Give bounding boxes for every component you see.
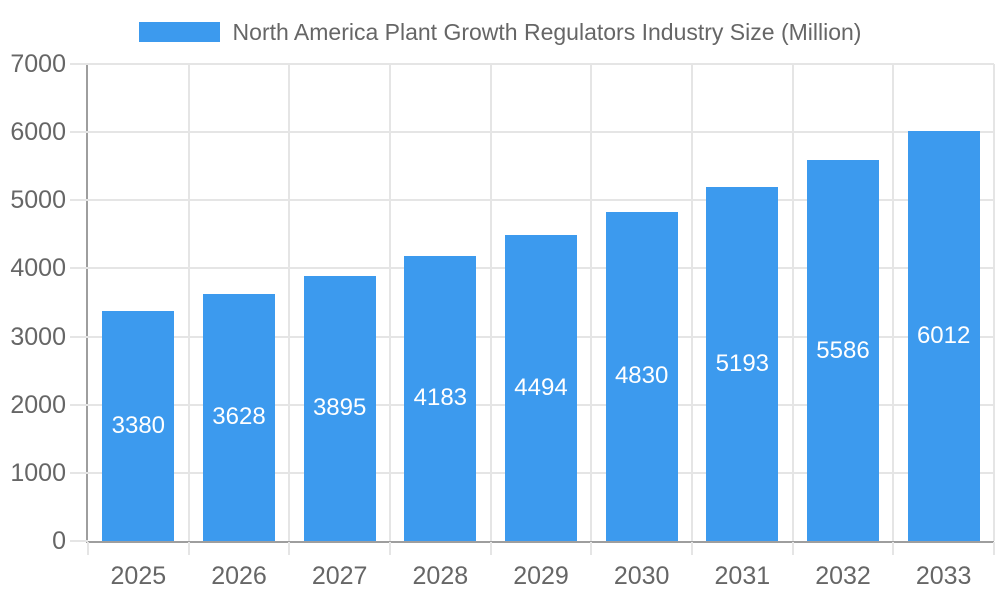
x-tick — [288, 542, 291, 555]
x-tick-label: 2025 — [110, 562, 167, 590]
bar-2030[interactable]: 4830 — [605, 211, 678, 541]
bar-value-label: 3628 — [212, 403, 266, 431]
bar-value-label: 3895 — [312, 394, 367, 422]
x-tick-label: 2026 — [211, 562, 267, 590]
bar-2027[interactable]: 3895 — [303, 275, 376, 541]
bar-value-label: 5586 — [816, 336, 870, 364]
bar-2026[interactable]: 3628 — [203, 293, 275, 541]
x-tick — [187, 542, 190, 555]
x-tick — [87, 542, 89, 555]
y-tick — [70, 335, 88, 338]
bar-value-label: 4183 — [413, 384, 468, 412]
h-gridline — [88, 131, 994, 134]
x-tick-label: 2028 — [412, 562, 469, 590]
v-gridline — [489, 64, 492, 541]
y-tick — [70, 199, 88, 202]
bar-value-label: 4494 — [514, 373, 568, 401]
x-tick — [892, 542, 895, 555]
x-tick — [791, 542, 794, 555]
bar-value-label: 4830 — [614, 362, 669, 390]
v-gridline — [993, 64, 995, 541]
x-tick-label: 2027 — [311, 562, 368, 590]
y-tick-label: 1000 — [10, 458, 66, 487]
y-tick-label: 2000 — [10, 390, 66, 419]
plot-area: 3380 3628 3895 4183 4494 4830 5193 5586 6012 — [86, 63, 995, 543]
bar-value-label: 5193 — [715, 350, 770, 378]
bar-2025[interactable]: 3380 — [102, 310, 175, 541]
v-gridline — [288, 64, 291, 541]
bar-2033[interactable]: 6012 — [907, 131, 980, 541]
x-tick — [590, 542, 593, 555]
legend-swatch — [138, 22, 220, 42]
bar-value-label: 3380 — [111, 411, 166, 439]
y-tick-label: 3000 — [10, 322, 66, 351]
bar-2032[interactable]: 5586 — [807, 160, 879, 541]
v-gridline — [892, 64, 895, 541]
v-gridline — [590, 64, 593, 541]
x-tick-label: 2030 — [613, 562, 670, 590]
legend[interactable]: North America Plant Growth Regulators In… — [0, 13, 1000, 51]
bar-2031[interactable]: 5193 — [706, 187, 779, 541]
x-tick-label: 2032 — [815, 562, 871, 590]
x-tick-label: 2031 — [714, 562, 771, 590]
y-tick-label: 6000 — [10, 118, 66, 147]
y-tick-label: 5000 — [10, 186, 66, 215]
legend-label: North America Plant Growth Regulators In… — [232, 18, 862, 45]
y-tick-label: 0 — [52, 527, 66, 555]
y-tick — [70, 131, 88, 134]
h-gridline — [88, 199, 994, 202]
bar-2028[interactable]: 4183 — [404, 255, 477, 541]
v-gridline — [791, 64, 794, 541]
bar-value-label: 6012 — [916, 322, 971, 350]
x-tick-label: 2029 — [513, 562, 569, 590]
h-gridline — [88, 63, 994, 65]
y-tick — [70, 63, 88, 65]
v-gridline — [389, 64, 391, 541]
y-tick — [70, 267, 88, 270]
x-tick — [993, 542, 995, 555]
y-tick-label: 4000 — [10, 254, 66, 283]
y-tick — [70, 540, 88, 542]
x-tick — [691, 542, 693, 555]
x-tick — [389, 542, 391, 555]
v-gridline — [187, 64, 190, 541]
y-tick — [70, 403, 88, 406]
x-tick-label: 2033 — [915, 562, 972, 590]
y-tick-label: 7000 — [10, 50, 66, 78]
x-tick — [489, 542, 492, 555]
v-gridline — [691, 64, 693, 541]
bar-2029[interactable]: 4494 — [505, 234, 577, 541]
y-tick — [70, 471, 88, 474]
